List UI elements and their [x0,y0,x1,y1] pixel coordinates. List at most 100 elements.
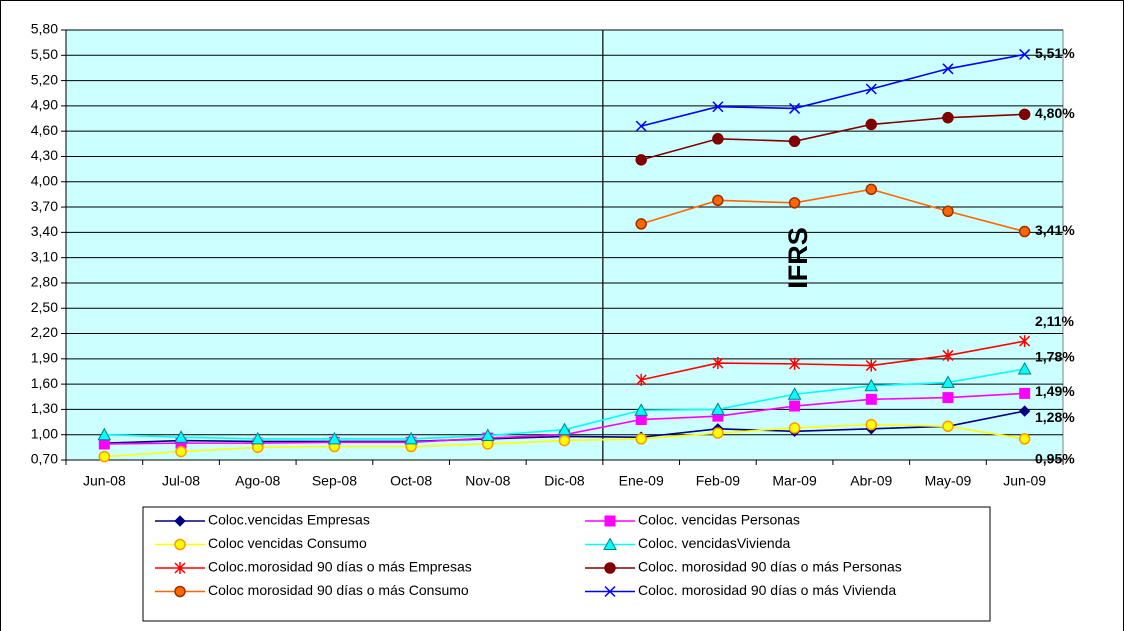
marker [634,403,649,416]
y-tick-label: 3,10 [31,248,58,264]
y-tick-label: 5,80 [31,21,58,37]
marker [635,120,647,132]
x-tick-label: Ago-08 [235,473,280,489]
x-tick-label: Abr-09 [850,473,892,489]
value-label: 1,78% [1035,349,1075,365]
y-tick-label: 3,70 [31,198,58,214]
x-tick-label: Feb-09 [696,473,741,489]
y-tick-label: 4,00 [31,172,58,188]
marker [635,218,647,230]
marker [635,433,647,445]
x-tick-label: Sep-08 [312,473,357,489]
value-label: 0,95% [1035,451,1075,467]
marker [711,402,725,415]
marker [98,438,110,450]
marker [604,585,616,598]
y-tick-label: 4,60 [31,122,58,138]
legend-label: Coloc morosidad 90 días o más Consumo [208,582,469,598]
marker [404,431,418,445]
series-line [641,340,1025,381]
marker [250,431,265,445]
marker [712,194,724,207]
marker [1019,335,1031,348]
marker [174,562,186,574]
legend-label: Coloc. vencidasVivienda [638,535,790,551]
legend-label: Coloc. morosidad 90 días o más Vivienda [638,582,896,598]
y-tick-label: 1,60 [31,375,58,391]
series-line [640,113,1025,161]
y-tick-label: 3,40 [31,223,58,239]
marker [175,445,187,458]
marker [174,515,186,527]
value-label: 5,51% [1035,45,1075,61]
marker [98,450,111,463]
legend-label: Coloc.vencidas Empresas [208,512,370,528]
marker [942,63,954,75]
marker [1018,108,1031,121]
x-tick-label: Jun-09 [1003,473,1046,489]
marker [1018,433,1031,445]
value-label: 3,41% [1035,222,1075,238]
marker [788,422,801,434]
x-tick-label: Ene-09 [619,473,664,489]
marker [1019,387,1031,399]
marker [789,357,801,370]
x-tick-label: Dic-08 [544,473,585,489]
marker [789,400,801,412]
marker [788,197,801,209]
x-tick-label: Jun-08 [83,473,126,489]
legend [142,506,991,622]
x-tick-label: Mar-09 [772,473,817,489]
marker [635,154,647,166]
marker [941,375,955,388]
marker [712,101,724,113]
marker [97,427,112,441]
marker [865,418,878,431]
marker [787,387,802,400]
marker [635,414,647,426]
y-tick-label: 0,70 [31,451,58,467]
marker [604,515,616,527]
marker [788,135,801,148]
value-label: 2,11% [1035,313,1074,329]
x-tick-label: May-09 [925,473,972,489]
series-line [640,53,1025,127]
marker [789,102,801,114]
marker [865,183,878,196]
y-tick-label: 2,50 [31,299,58,315]
marker [1017,361,1032,375]
marker [712,133,724,145]
marker [557,422,572,436]
marker [480,428,495,442]
marker [1018,225,1031,238]
marker [712,357,724,370]
marker [942,392,954,404]
y-tick-label: 5,20 [31,71,58,87]
marker [864,378,879,392]
plot-background [65,29,1064,461]
marker [327,431,342,445]
y-tick-label: 1,90 [31,350,58,366]
marker [604,562,616,574]
annotation: IFRS [783,227,813,289]
legend-label: Coloc. vencidas Personas [638,512,800,528]
x-tick-label: Jul-08 [162,473,200,489]
y-tick-label: 4,90 [31,97,58,113]
x-tick-label: Nov-08 [465,473,510,489]
marker [865,118,878,131]
marker [174,538,186,551]
value-label: 4,80% [1035,105,1075,121]
marker [1018,405,1031,417]
marker [942,349,954,362]
y-tick-label: 1,30 [31,400,58,416]
y-tick-label: 2,80 [31,274,58,290]
legend-label: Coloc. morosidad 90 días o más Personas [638,559,902,575]
legend-label: Coloc vencidas Consumo [208,535,367,551]
marker [942,205,954,218]
value-label: 1,49% [1035,383,1075,399]
marker [1019,48,1031,60]
y-tick-label: 4,30 [31,147,58,163]
legend-label: Coloc.morosidad 90 días o más Empresas [208,559,472,575]
marker [635,373,647,386]
